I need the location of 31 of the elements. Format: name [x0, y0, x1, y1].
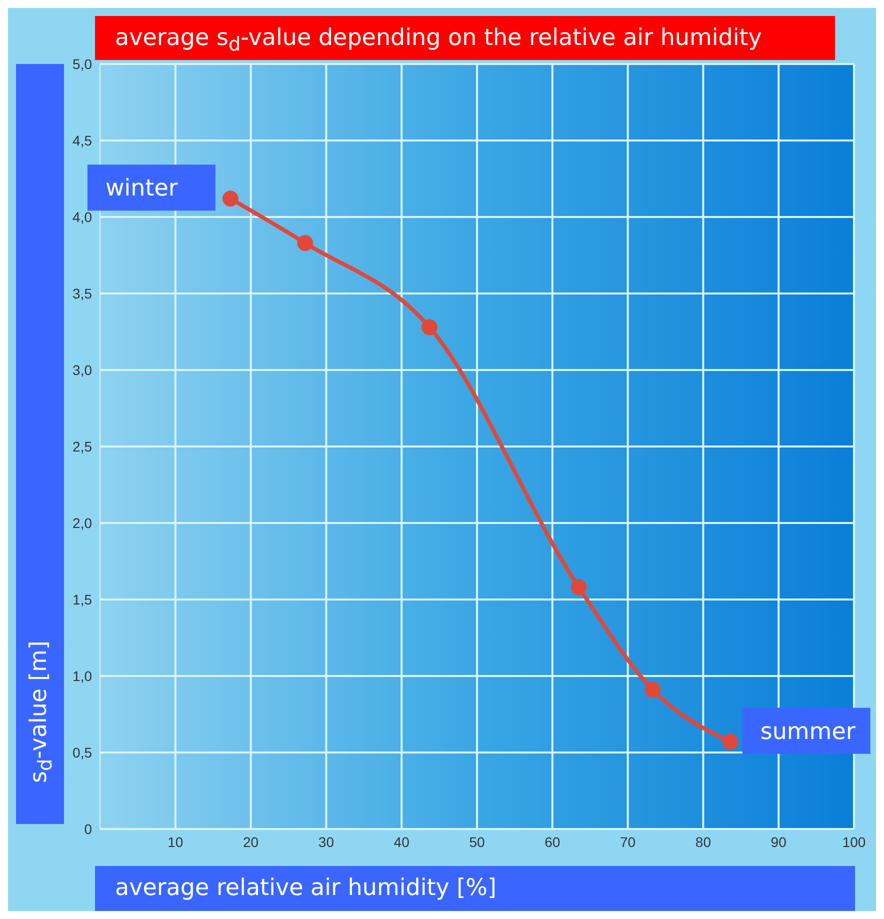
point — [297, 235, 314, 252]
y-tick-label: 2,5 — [72, 438, 92, 454]
point — [722, 734, 738, 750]
y-tick-label: 1,5 — [72, 591, 92, 608]
point — [422, 319, 438, 336]
y-tick-label: 1,0 — [72, 668, 92, 684]
y-tick-label: 3,0 — [72, 362, 92, 378]
point — [570, 579, 587, 596]
chart-title: average s$_{d}$-value depending on the relative air humidity — [95, 16, 835, 60]
y-tick-label: 0 — [84, 820, 92, 837]
x-tick-label: 80 — [695, 834, 712, 850]
annotation: summer — [760, 718, 856, 745]
y-tick-label: 4,5 — [72, 132, 92, 148]
annotation: winter — [105, 176, 178, 202]
y-tick-label: 4,0 — [72, 208, 92, 225]
y-tick-label: 5,0 — [72, 56, 92, 72]
x-tick-label: 70 — [620, 834, 636, 850]
x-tick-label: 40 — [394, 834, 410, 850]
y-tick-label: 3,5 — [72, 285, 92, 302]
x-tick-label: 20 — [243, 834, 259, 850]
x-tick-label: 10 — [168, 834, 184, 850]
y-tick-label: 2,0 — [72, 514, 92, 531]
x-tick-label: 60 — [544, 834, 560, 850]
point — [222, 190, 238, 207]
x-tick-label: 90 — [770, 834, 787, 850]
y-tick-label: 0,5 — [72, 744, 92, 760]
point — [644, 682, 661, 698]
x-tick-label: 100 — [842, 834, 866, 850]
x-tick-label: 30 — [318, 834, 334, 850]
x-axis-title: average relative air humidity [%] — [95, 866, 855, 911]
x-tick-label: 50 — [469, 834, 485, 850]
